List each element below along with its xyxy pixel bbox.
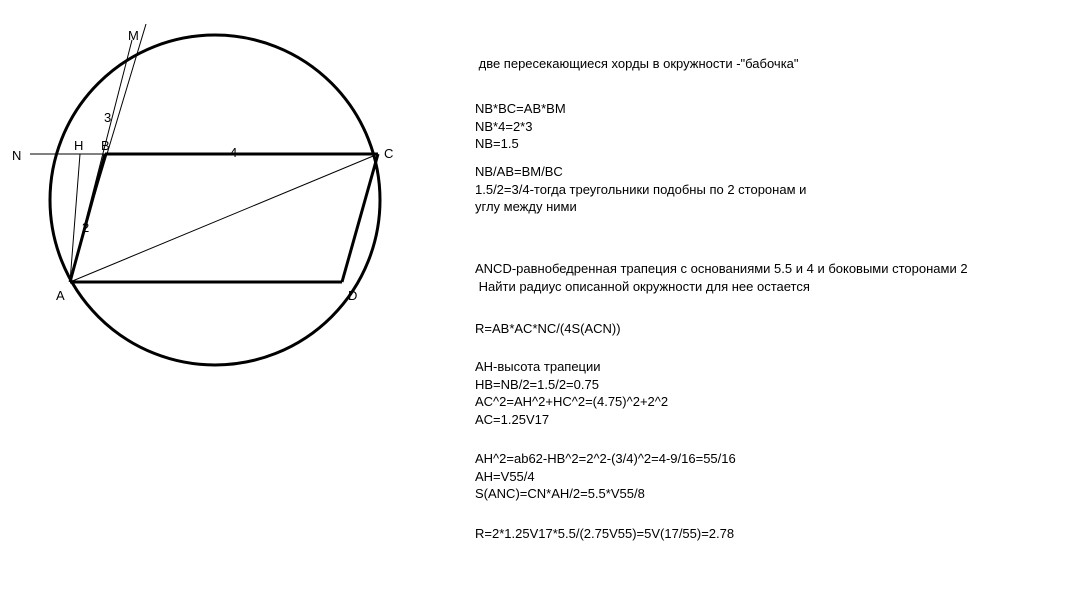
formula-radius: R=AB*AC*NC/(4S(ACN)) <box>475 320 621 338</box>
edge-label-2: 2 <box>82 220 89 235</box>
calc-ah-area: AH^2=ab62-HB^2=2^2-(3/4)^2=4-9/16=55/16 … <box>475 450 736 503</box>
calc-height-ac: AH-высота трапеции HB=NB/2=1.5/2=0.75 AC… <box>475 358 668 428</box>
calc-similarity: NB/AB=BM/BC 1.5/2=3/4-тогда треугольники… <box>475 163 806 216</box>
point-label-c: C <box>384 146 393 161</box>
point-label-a: A <box>56 288 65 303</box>
edge-label-0: 3 <box>104 110 111 125</box>
point-label-d: D <box>348 288 357 303</box>
edge-label-1: 4 <box>230 145 237 160</box>
note-trapezoid: ANCD-равнобедренная трапеция с основания… <box>475 260 968 295</box>
calc-nb: NB*BC=AB*BM NB*4=2*3 NB=1.5 <box>475 100 566 153</box>
point-label-n: N <box>12 148 21 163</box>
note-butterfly: две пересекающиеся хорды в окружности -"… <box>475 55 799 73</box>
point-label-b: B <box>101 138 110 153</box>
figure-canvas: M N H B C A D 3 4 2 две пересекающиеся хорды в о… <box>0 0 1080 591</box>
geometry-diagram <box>0 0 440 400</box>
calc-radius-final: R=2*1.25V17*5.5/(2.75V55)=5V(17/55)=2.78 <box>475 525 734 543</box>
point-label-h: H <box>74 138 83 153</box>
point-label-m: M <box>128 28 139 43</box>
